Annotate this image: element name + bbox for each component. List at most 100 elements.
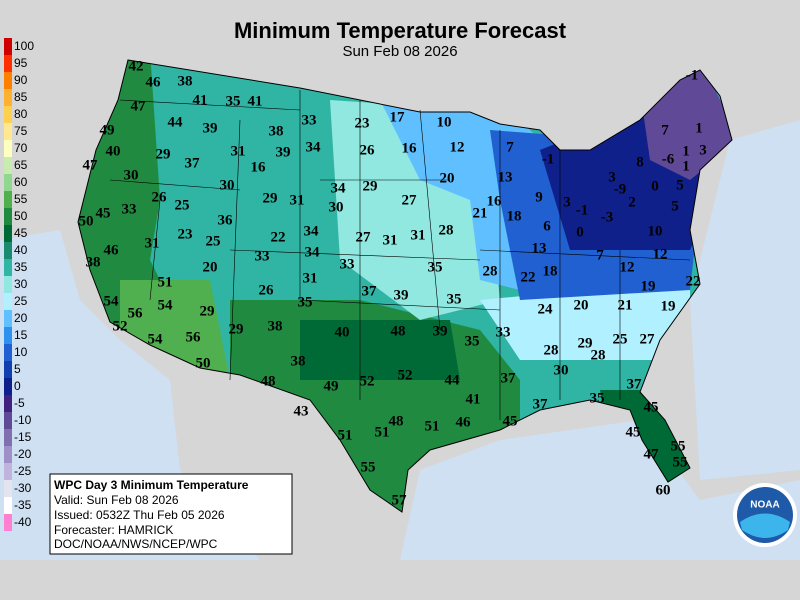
station-value: 34 xyxy=(304,223,320,239)
station-value: 3 xyxy=(563,194,571,210)
station-value: 42 xyxy=(129,58,144,74)
station-value: 31 xyxy=(145,235,160,251)
station-value: 33 xyxy=(255,248,270,264)
legend-swatch xyxy=(4,174,12,191)
station-value: 49 xyxy=(100,122,115,138)
station-value: 55 xyxy=(361,459,376,475)
station-value: 30 xyxy=(124,167,139,183)
station-value: 29 xyxy=(200,303,215,319)
station-value: 47 xyxy=(644,446,660,462)
station-value: 1 xyxy=(682,158,690,174)
station-value: 43 xyxy=(294,403,309,419)
legend-swatch xyxy=(4,72,12,89)
legend-swatch xyxy=(4,259,12,276)
station-value: 47 xyxy=(131,98,147,114)
legend-swatch xyxy=(4,157,12,174)
logo-wave xyxy=(740,513,790,538)
zone xyxy=(480,280,690,360)
legend-label: -40 xyxy=(14,515,32,529)
legend-swatch xyxy=(4,412,12,429)
legend-swatch xyxy=(4,191,12,208)
legend-swatch xyxy=(4,327,12,344)
station-value: 46 xyxy=(456,414,472,430)
station-value: 12 xyxy=(450,139,465,155)
station-value: 2 xyxy=(628,194,636,210)
station-value: 31 xyxy=(383,232,398,248)
station-value: -1 xyxy=(686,67,699,83)
station-value: 22 xyxy=(686,273,701,289)
station-value: -1 xyxy=(576,202,589,218)
station-value: 56 xyxy=(128,305,144,321)
station-value: 60 xyxy=(656,482,671,498)
station-value: 31 xyxy=(411,227,426,243)
legend-swatch xyxy=(4,225,12,242)
legend-label: 35 xyxy=(14,260,28,274)
legend-label: -35 xyxy=(14,498,32,512)
station-value: 28 xyxy=(544,342,559,358)
station-value: 29 xyxy=(578,335,593,351)
station-value: 5 xyxy=(671,198,679,214)
legend-swatch xyxy=(4,38,12,55)
station-value: 22 xyxy=(521,269,536,285)
legend-label: 60 xyxy=(14,175,28,189)
station-value: 35 xyxy=(447,291,462,307)
station-value: 12 xyxy=(620,259,635,275)
gulf xyxy=(400,420,800,560)
station-value: 45 xyxy=(644,399,659,415)
station-value: 57 xyxy=(392,492,408,508)
legend-swatch xyxy=(4,276,12,293)
legend-label: 75 xyxy=(14,124,28,138)
legend-swatch xyxy=(4,429,12,446)
station-value: 46 xyxy=(104,242,120,258)
legend-swatch xyxy=(4,344,12,361)
station-value: 39 xyxy=(394,287,409,303)
station-value: 5 xyxy=(676,177,684,193)
station-value: 31 xyxy=(290,192,305,208)
station-value: 36 xyxy=(218,212,234,228)
legend-swatch xyxy=(4,140,12,157)
station-value: 27 xyxy=(356,229,372,245)
legend-label: 65 xyxy=(14,158,28,172)
legend-label: 30 xyxy=(14,277,28,291)
station-value: 13 xyxy=(498,169,513,185)
station-value: 25 xyxy=(613,331,628,347)
subtitle: Sun Feb 08 2026 xyxy=(342,43,457,60)
legend-swatch xyxy=(4,55,12,72)
legend-label: 50 xyxy=(14,209,28,223)
station-value: 29 xyxy=(363,178,378,194)
station-value: 20 xyxy=(440,170,455,186)
station-value: 56 xyxy=(186,329,202,345)
legend-label: 40 xyxy=(14,243,28,257)
station-value: 37 xyxy=(501,370,517,386)
station-value: 55 xyxy=(673,454,688,470)
station-value: 35 xyxy=(298,294,313,310)
legend-label: -15 xyxy=(14,430,32,444)
legend-swatch xyxy=(4,497,12,514)
legend-label: 80 xyxy=(14,107,28,121)
station-value: 8 xyxy=(636,154,644,170)
station-value: 34 xyxy=(306,139,322,155)
station-value: 38 xyxy=(269,123,284,139)
station-value: 37 xyxy=(362,283,378,299)
legend-swatch xyxy=(4,514,12,531)
station-value: 18 xyxy=(543,263,558,279)
info-line: Issued: 0532Z Thu Feb 05 2026 xyxy=(54,508,225,522)
legend-swatch xyxy=(4,310,12,327)
logo-text: NOAA xyxy=(750,500,779,511)
station-value: 16 xyxy=(402,140,418,156)
legend-label: 0 xyxy=(14,379,21,393)
station-value: 33 xyxy=(302,112,317,128)
station-value: -6 xyxy=(662,151,675,167)
station-value: 52 xyxy=(398,367,413,383)
station-value: 37 xyxy=(185,155,201,171)
legend-swatch xyxy=(4,242,12,259)
atlantic xyxy=(690,120,800,480)
station-value: 25 xyxy=(175,197,190,213)
legend-swatch xyxy=(4,480,12,497)
station-value: 48 xyxy=(261,373,276,389)
station-value: -1 xyxy=(542,151,555,167)
station-value: 52 xyxy=(360,373,375,389)
station-value: 21 xyxy=(618,297,633,313)
station-value: 3 xyxy=(608,169,616,185)
